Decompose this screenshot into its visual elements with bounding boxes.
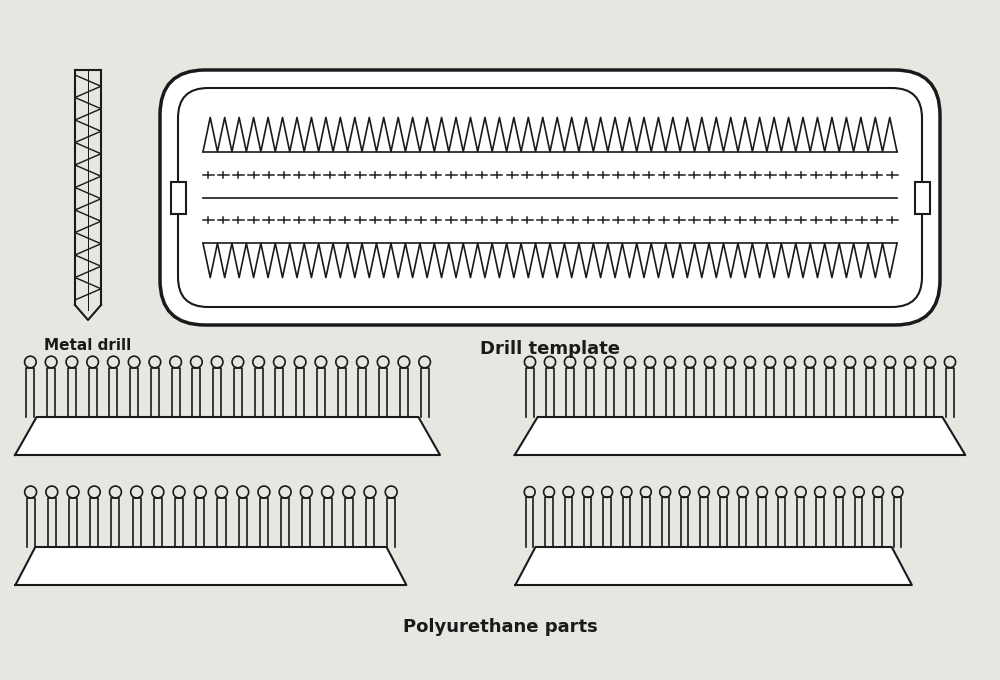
- Polygon shape: [515, 547, 912, 585]
- Bar: [170, 182, 186, 214]
- FancyBboxPatch shape: [178, 88, 922, 307]
- Polygon shape: [15, 547, 406, 585]
- Bar: [170, 182, 186, 214]
- Text: Metal drill: Metal drill: [44, 338, 132, 353]
- Text: Drill template: Drill template: [480, 340, 620, 358]
- Text: Polyurethane parts: Polyurethane parts: [403, 618, 597, 636]
- Bar: [915, 182, 930, 214]
- FancyBboxPatch shape: [160, 70, 940, 325]
- Polygon shape: [515, 417, 965, 455]
- Bar: [915, 182, 930, 214]
- Polygon shape: [15, 417, 440, 455]
